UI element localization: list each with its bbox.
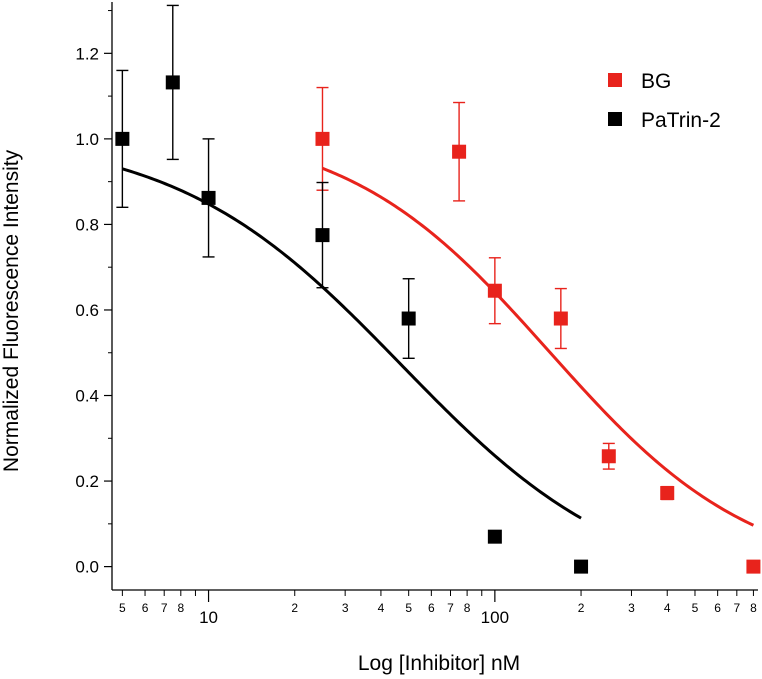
legend-marker-patrin-2 [608, 112, 622, 126]
x-minor-tick-label: 2 [291, 601, 298, 615]
x-minor-tick-label: 6 [714, 601, 721, 615]
y-tick-label: 0.6 [75, 301, 99, 320]
data-point-patrin-2 [401, 311, 416, 326]
data-point-patrin-2 [165, 75, 180, 90]
data-points [115, 75, 761, 574]
x-minor-tick-label: 3 [342, 601, 349, 615]
x-minor-tick-label: 7 [161, 601, 168, 615]
x-minor-tick-label: 7 [447, 601, 454, 615]
x-minor-tick-label: 8 [177, 601, 184, 615]
y-tick-label: 0.2 [75, 472, 99, 491]
data-point-patrin-2 [574, 559, 589, 574]
y-tick-label: 0.8 [75, 215, 99, 234]
x-minor-tick-label: 5 [119, 601, 126, 615]
data-point-patrin-2 [487, 529, 502, 544]
y-tick-label: 0.0 [75, 558, 99, 577]
error-bars [116, 4, 674, 501]
x-minor-tick-label: 2 [578, 601, 585, 615]
fit-curve-bg [321, 166, 755, 527]
legend-label-patrin-2: PaTrin-2 [641, 109, 721, 132]
x-minor-tick-label: 5 [405, 601, 412, 615]
fit-curves [121, 166, 755, 527]
data-point-bg [487, 283, 502, 298]
legend-marker-bg [608, 73, 622, 87]
x-minor-tick-label: 6 [428, 601, 435, 615]
x-minor-tick-label: 7 [733, 601, 740, 615]
data-point-patrin-2 [115, 131, 130, 146]
y-axis-label: Normalized Fluorescence Intensity [0, 149, 23, 472]
data-point-bg [315, 131, 330, 146]
y-tick-label: 0.4 [75, 387, 99, 406]
y-tick-label: 1.2 [75, 44, 99, 63]
fit-curve-patrin-2 [121, 167, 582, 520]
data-point-bg [746, 559, 761, 574]
x-axis-label: Log [Inhibitor] nM [358, 652, 520, 675]
x-minor-tick-label: 8 [464, 601, 471, 615]
x-major-tick-label: 100 [481, 608, 509, 627]
data-point-bg [553, 311, 568, 326]
x-minor-tick-label: 3 [628, 601, 635, 615]
x-minor-tick-label: 4 [378, 601, 385, 615]
x-minor-tick-label: 5 [692, 601, 699, 615]
y-tick-label: 1.0 [75, 130, 99, 149]
data-point-bg [452, 144, 467, 159]
x-minor-tick-label: 4 [664, 601, 671, 615]
legend-label-bg: BG [641, 70, 671, 93]
data-point-patrin-2 [315, 228, 330, 243]
data-point-patrin-2 [201, 190, 216, 205]
x-major-tick-label: 10 [199, 608, 218, 627]
x-minor-tick-label: 8 [750, 601, 757, 615]
data-point-bg [601, 449, 616, 464]
data-point-bg [660, 486, 675, 501]
x-minor-tick-label: 6 [142, 601, 149, 615]
legend: BG PaTrin-2 [608, 70, 721, 132]
